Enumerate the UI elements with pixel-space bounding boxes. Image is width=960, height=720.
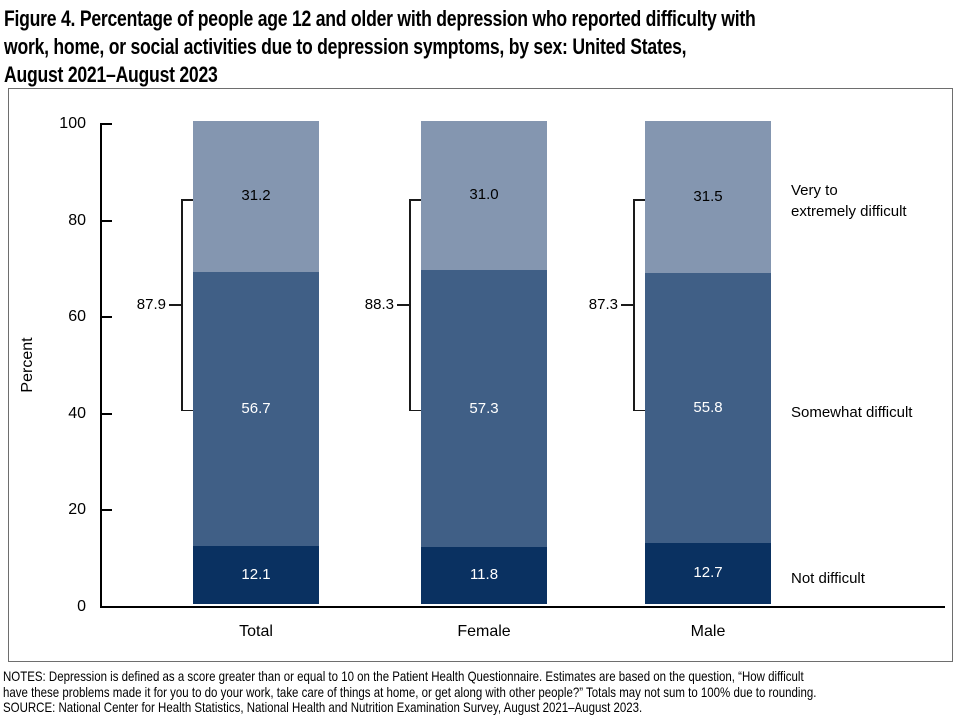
segment-somewhat-difficult-male: 55.8 — [645, 273, 771, 543]
source-line: SOURCE: National Center for Health Stati… — [3, 699, 643, 715]
segment-not-difficult-male: 12.7 — [645, 542, 771, 604]
figure-title-line-1: Figure 4. Percentage of people age 12 an… — [4, 6, 756, 31]
segment-very-to-extremely-difficult-male: 31.5 — [645, 121, 771, 274]
y-tick-20 — [102, 509, 112, 512]
segment-value-label: 55.8 — [693, 398, 723, 416]
y-tick-label-40: 40 — [68, 404, 86, 422]
bracket-tick — [633, 199, 645, 201]
bracket-total-label-total: 87.9 — [136, 296, 166, 313]
y-tick-80 — [102, 219, 112, 222]
bracket-mid-tick — [621, 304, 633, 306]
footnotes: NOTES: Depression is defined as a score … — [3, 668, 960, 716]
bracket-tick — [409, 409, 421, 411]
bracket-line — [181, 199, 183, 411]
segment-value-label: 12.1 — [241, 565, 271, 583]
figure-title-line-2: work, home, or social activities due to … — [4, 34, 687, 59]
y-tick-label-20: 20 — [68, 501, 86, 519]
y-tick-label-0: 0 — [77, 598, 86, 615]
bracket-mid-tick — [169, 304, 181, 306]
segment-very-to-extremely-difficult-total: 31.2 — [193, 121, 319, 272]
bar-total: 31.2 56.7 12.1 — [193, 121, 319, 604]
legend-label-not-difficult: Not difficult — [791, 570, 865, 587]
y-tick-label-100: 100 — [59, 115, 86, 132]
y-axis-title: Percent — [19, 337, 36, 393]
bracket-tick — [181, 199, 193, 201]
bracket-mid-tick — [397, 304, 409, 306]
category-label-male: Male — [690, 623, 726, 640]
y-tick-60 — [102, 316, 112, 319]
y-axis-line — [100, 123, 102, 608]
legend-label-very-to-extremely-difficult: Very to extremely difficult — [791, 182, 907, 220]
y-tick-label-60: 60 — [68, 308, 86, 326]
bar-male: 31.5 55.8 12.7 — [645, 121, 771, 604]
segment-not-difficult-female: 11.8 — [421, 547, 547, 604]
segment-not-difficult-total: 12.1 — [193, 545, 319, 604]
y-tick-40 — [102, 412, 112, 415]
bar-female: 31.0 57.3 11.8 — [421, 120, 547, 604]
y-tick-100 — [102, 123, 112, 125]
segment-value-label: 57.3 — [469, 399, 499, 417]
notes-line-1: NOTES: Depression is defined as a score … — [3, 668, 804, 684]
notes-line-2: have these problems made it for you to d… — [3, 683, 817, 700]
bracket-tick — [633, 409, 645, 411]
bracket-tick — [409, 199, 421, 201]
segment-very-to-extremely-difficult-female: 31.0 — [421, 120, 547, 271]
legend-label-somewhat-difficult: Somewhat difficult — [791, 404, 913, 421]
segment-value-label: 11.8 — [469, 566, 499, 584]
chart-box: Percent 31.2 56.7 12.1 Total 87.9 31.0 57.3 11.… — [8, 88, 953, 662]
figure-title-line-3: August 2021–August 2023 — [4, 62, 218, 87]
bracket-total-label-male: 87.3 — [588, 296, 618, 313]
bracket-line — [633, 199, 635, 411]
bracket-total-label-female: 88.3 — [364, 296, 394, 313]
y-tick-label-80: 80 — [68, 211, 86, 229]
segment-value-label: 12.7 — [693, 564, 723, 582]
bracket-line — [409, 199, 411, 411]
segment-somewhat-difficult-total: 56.7 — [193, 271, 319, 546]
bracket-tick — [181, 409, 193, 411]
segment-value-label: 31.5 — [693, 188, 723, 206]
segment-value-label: 31.0 — [469, 186, 499, 204]
figure-title: Figure 4. Percentage of people age 12 an… — [4, 5, 943, 89]
x-axis-line — [100, 606, 945, 608]
segment-value-label: 31.2 — [241, 187, 271, 205]
segment-value-label: 56.7 — [241, 399, 271, 417]
category-label-total: Total — [239, 623, 273, 640]
category-label-female: Female — [457, 623, 511, 640]
segment-somewhat-difficult-female: 57.3 — [421, 270, 547, 547]
